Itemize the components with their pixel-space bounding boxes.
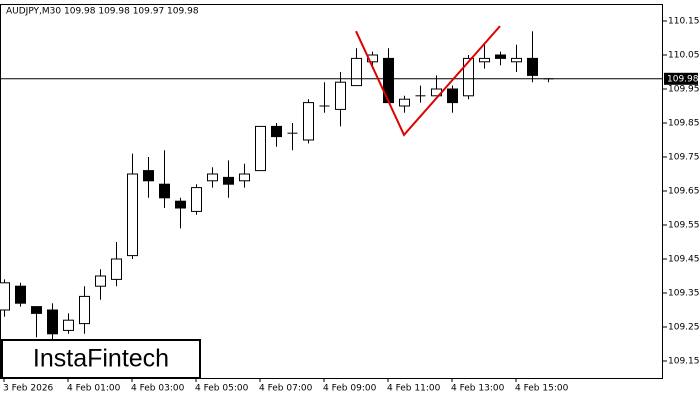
candle-body <box>479 57 490 63</box>
candle-body <box>47 309 58 335</box>
x-tick-label: 4 Feb 09:00 <box>323 384 377 394</box>
x-tick-label: 4 Feb 11:00 <box>387 384 441 394</box>
current-price-label: 109.98 <box>667 74 699 84</box>
candle-body <box>271 125 282 138</box>
x-tick-label: 4 Feb 05:00 <box>195 384 249 394</box>
candle-body <box>511 57 522 63</box>
candle-body <box>463 57 474 97</box>
candle-body <box>223 176 234 185</box>
pattern-line <box>355 25 501 137</box>
candle-body <box>79 295 90 325</box>
candle-body <box>495 54 506 59</box>
x-tick-label: 3 Feb 2026 <box>3 384 54 394</box>
candle-body <box>63 319 74 331</box>
y-tick-label: 110.05 <box>668 51 700 61</box>
plot-frame <box>0 4 663 379</box>
y-tick-label: 109.15 <box>668 357 700 367</box>
x-tick-label: 4 Feb 13:00 <box>451 384 505 394</box>
candle-body <box>239 173 250 182</box>
logo-box <box>1 339 201 379</box>
y-tick-label: 109.95 <box>668 85 700 95</box>
x-tick-label: 4 Feb 07:00 <box>259 384 313 394</box>
chart-title: AUDJPY,M30 109.98 109.98 109.97 109.98 <box>6 7 199 17</box>
candle-body <box>111 258 122 280</box>
candle-body <box>31 306 42 314</box>
x-tick-label: 4 Feb 15:00 <box>515 384 569 394</box>
candle-body <box>127 173 138 257</box>
candle-body <box>527 57 538 76</box>
y-tick-label: 109.55 <box>668 221 700 231</box>
candle-body <box>303 102 314 141</box>
y-tick-label: 109.35 <box>668 289 700 299</box>
candle-body <box>447 88 458 104</box>
candle-body <box>399 98 410 107</box>
x-tick-label: 4 Feb 03:00 <box>131 384 185 394</box>
y-tick-label: 109.45 <box>668 255 700 265</box>
y-tick-label: 109.65 <box>668 187 700 197</box>
candle-body <box>255 125 266 172</box>
candle-body <box>159 183 170 199</box>
candle-body <box>335 81 346 110</box>
x-tick-label: 4 Feb 01:00 <box>67 384 121 394</box>
logo: InstaFintech <box>33 345 169 373</box>
candle-body <box>143 170 154 182</box>
candle-body <box>15 285 26 304</box>
y-tick-label: 109.85 <box>668 119 700 129</box>
candle-body <box>175 200 186 209</box>
y-tick-label: 109.25 <box>668 323 700 333</box>
candle-body <box>0 282 10 311</box>
y-tick-label: 110.15 <box>668 17 700 27</box>
candle-body <box>95 275 106 287</box>
current-price-box <box>664 72 698 85</box>
candle-body <box>191 187 202 212</box>
candle-body <box>207 173 218 182</box>
y-tick-label: 109.75 <box>668 153 700 163</box>
candle-body <box>351 57 362 87</box>
